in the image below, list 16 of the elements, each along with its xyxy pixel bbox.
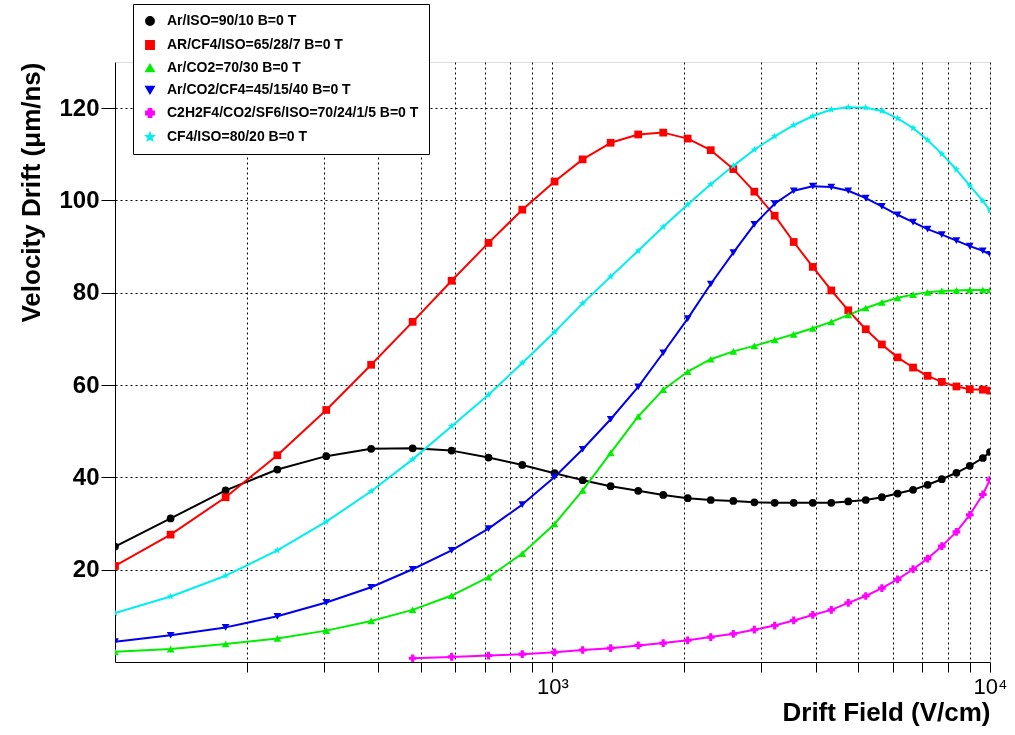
legend-label: CF4/ISO=80/20 B=0 T — [167, 128, 308, 144]
legend-label: AR/CF4/ISO=65/28/7 B=0 T — [167, 36, 344, 52]
legend-label: Ar/CO2/CF4=45/15/40 B=0 T — [167, 81, 352, 97]
legend-label: C2H2F4/CO2/SF6/ISO=70/24/1/5 B=0 T — [167, 104, 419, 120]
y-tick-label: 80 — [72, 278, 100, 306]
legend-label: Ar/ISO=90/10 B=0 T — [167, 12, 297, 28]
y-tick-label: 120 — [59, 93, 100, 121]
y-axis-title: Velocity Drift (μm/ns) — [16, 62, 47, 323]
y-tick-label: 100 — [59, 185, 100, 213]
x-tick-label: 10³ — [537, 673, 569, 699]
legend-label: Ar/CO2=70/30 B=0 T — [167, 59, 302, 75]
y-tick-label: 60 — [72, 370, 100, 398]
x-axis-title: Drift Field (V/cm) — [782, 696, 991, 727]
y-tick-label: 40 — [72, 462, 100, 490]
x-tick-label: 10⁴ — [973, 673, 1008, 699]
y-tick-label: 20 — [72, 555, 100, 583]
